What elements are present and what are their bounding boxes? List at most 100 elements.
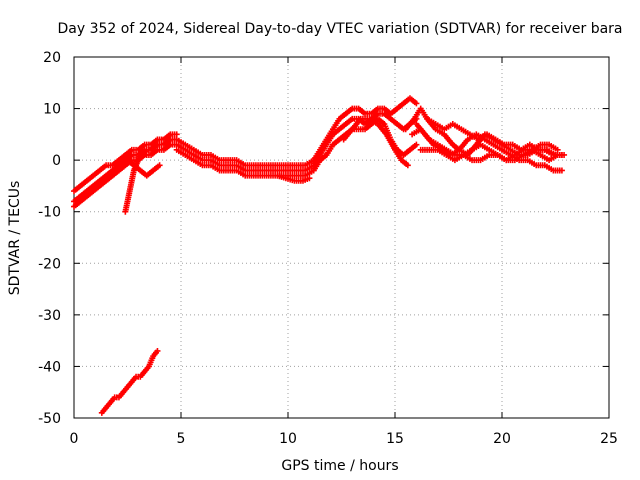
data-point (173, 146, 180, 153)
data-point (124, 384, 131, 391)
y-axis-label: SDTVAR / TECUs (7, 181, 23, 296)
data-point (96, 167, 103, 174)
data-point (509, 141, 516, 148)
data-point (475, 136, 482, 143)
data-point (413, 100, 420, 107)
data-point (128, 177, 135, 184)
data-point (103, 162, 110, 169)
data-point (90, 172, 97, 179)
data-point (511, 151, 518, 158)
data-point (349, 115, 356, 122)
data-point (167, 136, 174, 143)
data-point (216, 167, 223, 174)
data-point (537, 141, 544, 148)
data-point (342, 121, 349, 128)
data-point (449, 121, 456, 128)
data-point (464, 136, 471, 143)
data-point (406, 146, 413, 153)
data-point (302, 167, 309, 174)
data-point (135, 157, 142, 164)
data-point (216, 157, 223, 164)
data-points (71, 95, 568, 416)
data-point (207, 151, 214, 158)
data-point (424, 115, 431, 122)
data-point (190, 146, 197, 153)
data-point (554, 146, 561, 153)
data-point (150, 353, 157, 360)
data-point (507, 146, 514, 153)
data-point (242, 167, 249, 174)
data-point (90, 182, 97, 189)
data-point (199, 162, 206, 169)
data-point (323, 151, 330, 158)
data-point (357, 115, 364, 122)
data-point (546, 141, 553, 148)
data-point (537, 151, 544, 158)
data-point (148, 146, 155, 153)
data-point (398, 157, 405, 164)
data-point (458, 126, 465, 133)
data-point (77, 193, 84, 200)
data-point (460, 151, 467, 158)
data-point (409, 131, 416, 138)
data-point (434, 146, 441, 153)
data-point (71, 198, 77, 205)
data-point (276, 167, 283, 174)
y-tick-label: -10 (38, 205, 61, 221)
data-point (156, 141, 163, 148)
data-point (293, 162, 300, 169)
data-point (83, 193, 90, 200)
data-point (77, 182, 84, 189)
data-point (558, 167, 565, 174)
data-point (154, 347, 161, 354)
data-point (456, 146, 463, 153)
data-point (154, 146, 161, 153)
data-point (250, 162, 257, 169)
data-point (381, 121, 388, 128)
data-point (139, 151, 146, 158)
data-point (426, 146, 433, 153)
data-point (122, 162, 129, 169)
data-point (492, 136, 499, 143)
data-point (441, 126, 448, 133)
data-point (503, 157, 510, 164)
data-point (329, 141, 336, 148)
data-point (267, 167, 274, 174)
data-point (400, 151, 407, 158)
data-point (154, 136, 161, 143)
data-point (355, 126, 362, 133)
data-point (107, 399, 114, 406)
data-point (282, 175, 289, 182)
data-point (285, 167, 291, 174)
data-point (103, 177, 110, 184)
x-tick-labels: 0 5 10 15 20 25 (70, 431, 618, 447)
data-point (115, 157, 122, 164)
data-point (484, 131, 491, 138)
data-point (362, 126, 369, 133)
data-point (443, 151, 450, 158)
data-point (122, 208, 129, 215)
data-point (477, 157, 484, 164)
data-point (381, 110, 388, 117)
data-point (336, 126, 343, 133)
data-point (259, 167, 266, 174)
data-point (374, 115, 381, 122)
y-tick-label: -50 (38, 411, 61, 427)
y-tick-label: 0 (52, 153, 61, 169)
data-point (190, 157, 197, 164)
data-point (285, 162, 291, 169)
data-point (561, 151, 568, 158)
data-point (417, 105, 424, 112)
data-point (199, 157, 206, 164)
data-point (374, 105, 381, 112)
data-point (173, 131, 180, 138)
data-point (451, 157, 458, 164)
y-tick-label: 20 (43, 50, 61, 66)
data-point (349, 126, 356, 133)
data-point (160, 136, 167, 143)
data-point (550, 167, 557, 174)
data-point (499, 146, 505, 153)
data-point (381, 105, 388, 112)
data-point (449, 141, 456, 148)
data-point (383, 131, 390, 138)
